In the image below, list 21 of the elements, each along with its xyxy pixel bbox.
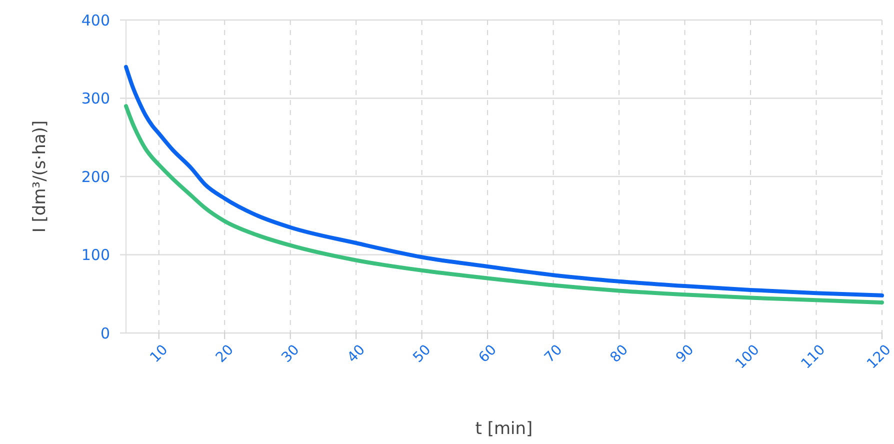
x-tick-label: 110 — [798, 342, 829, 372]
x-tick-label: 40 — [344, 342, 368, 366]
y-tick-label: 100 — [81, 246, 110, 264]
line-series — [124, 64, 884, 298]
x-tick-label: 100 — [732, 342, 763, 372]
x-tick-label: 90 — [673, 342, 698, 366]
x-tick-label: 20 — [212, 342, 237, 366]
y-axis-title: I [dm³/(s·ha)] — [30, 120, 50, 233]
x-axis-title: t [min] — [475, 419, 533, 439]
x-tick-label: 70 — [542, 342, 566, 366]
y-tick-label: 0 — [100, 324, 110, 342]
x-tick-label: 30 — [278, 342, 303, 366]
y-tick-label: 200 — [81, 168, 110, 186]
line-series — [124, 104, 884, 304]
x-tick-label: 80 — [607, 342, 632, 366]
y-tick-label: 400 — [81, 11, 110, 30]
x-tick-label: 60 — [476, 342, 500, 366]
x-tick-label: 50 — [410, 342, 434, 366]
x-tick-label: 120 — [864, 342, 894, 372]
x-tick-label: 10 — [147, 342, 172, 366]
y-tick-label: 300 — [81, 90, 110, 108]
